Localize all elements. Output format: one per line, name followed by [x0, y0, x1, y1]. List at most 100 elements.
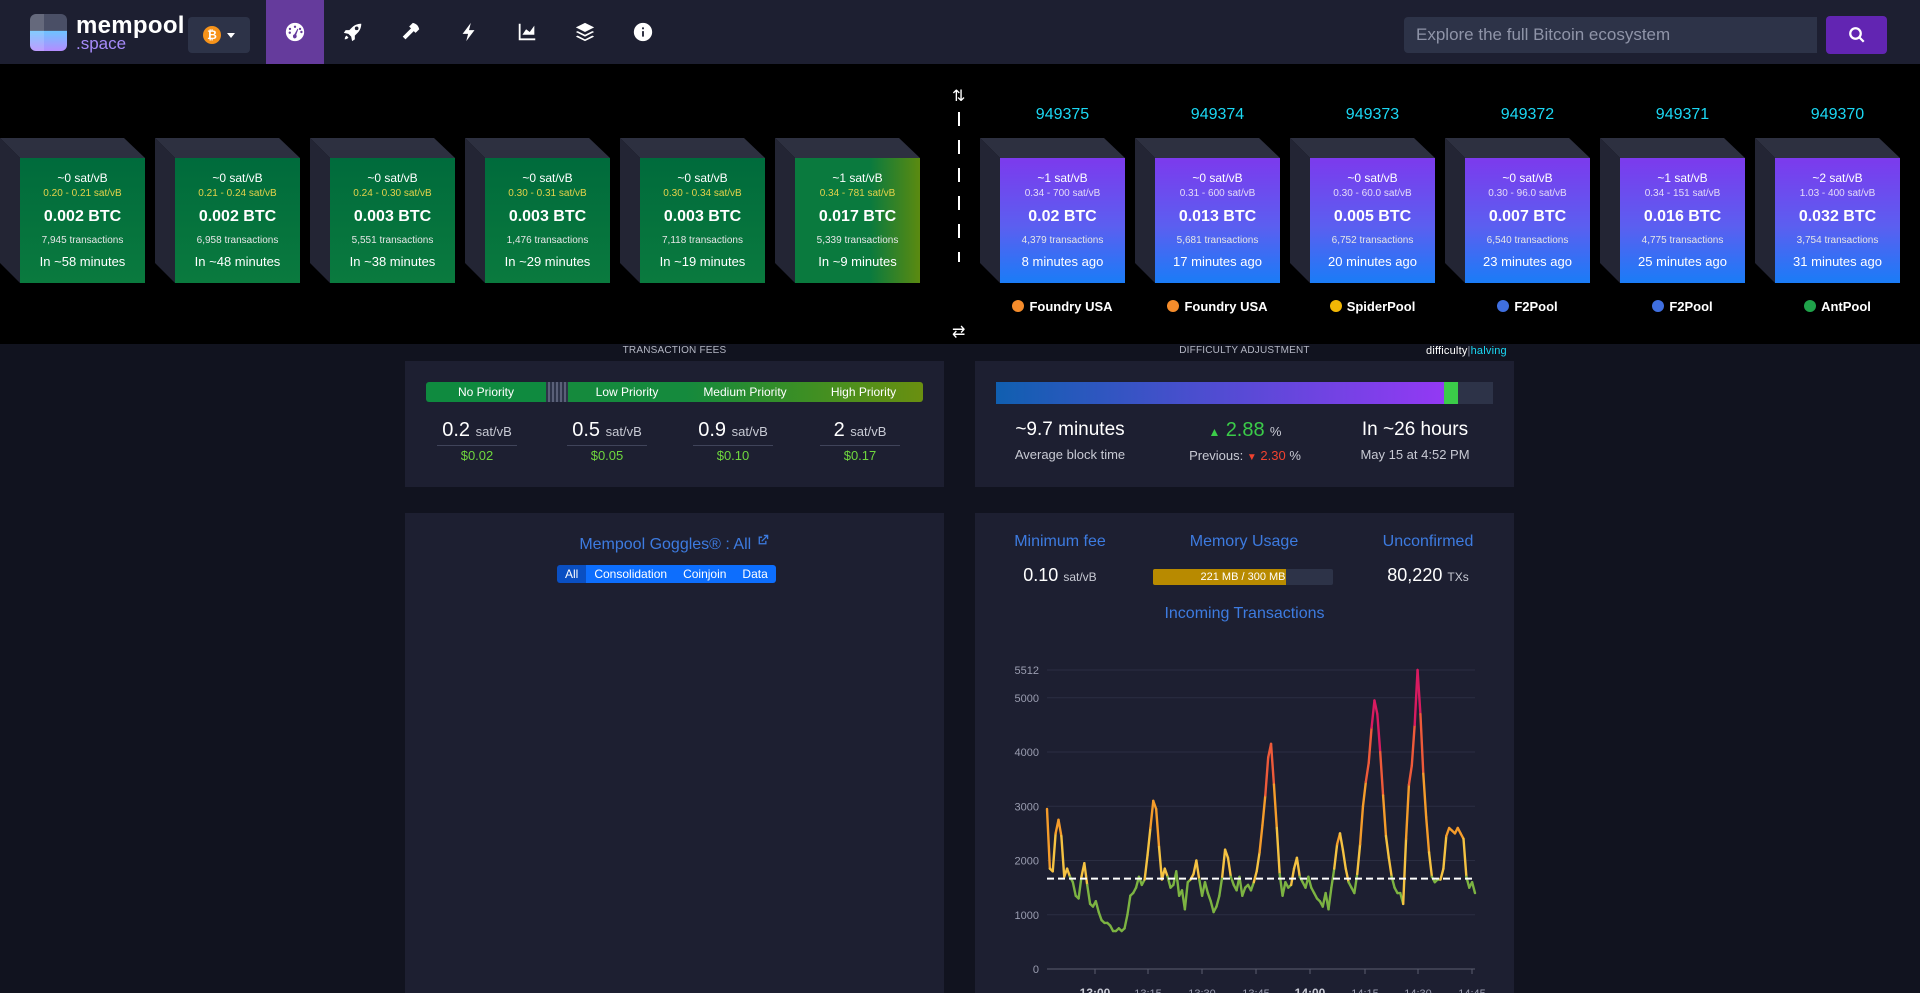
chart-series-segment — [1333, 843, 1339, 870]
chart-x-tick-label: 13:00 — [1080, 986, 1111, 993]
hammer-icon — [402, 22, 420, 40]
pool-name: Foundry USA — [1029, 299, 1113, 314]
previous-label: Previous: — [1189, 448, 1244, 463]
chart-series-segment — [1195, 859, 1201, 881]
chart-series-segment — [1379, 750, 1385, 797]
block-total-fees: 0.002 BTC — [43, 208, 122, 225]
chart-series-segment — [1356, 843, 1362, 876]
block-eta: In ~29 minutes — [504, 254, 591, 269]
nav-docs[interactable] — [556, 0, 614, 64]
chart-series-segment — [1154, 807, 1161, 849]
block-pool[interactable]: AntPool — [1775, 299, 1900, 314]
block-fee-range: 0.21 - 0.24 sat/vB — [198, 188, 277, 199]
block-fee-range: 0.34 - 781 sat/vB — [819, 188, 896, 199]
nav-about[interactable] — [614, 0, 672, 64]
confirmed-block[interactable]: ~0 sat/vB 0.30 - 60.0 sat/vB 0.005 BTC 6,75… — [1290, 138, 1435, 298]
memory-usage-bar: 221 MB / 300 MB — [1153, 569, 1333, 585]
mempool-block[interactable]: ~0 sat/vB 0.21 - 0.24 sat/vB 0.002 BTC 6,95… — [155, 138, 300, 298]
incoming-transactions-title: Incoming Transactions — [1164, 605, 1325, 622]
chart-series-segment — [1387, 856, 1393, 878]
block-height-link[interactable]: 949372 — [1500, 106, 1555, 123]
block-height-link[interactable]: 949375 — [1035, 106, 1090, 123]
mempool-block[interactable]: ~0 sat/vB 0.24 - 0.30 sat/vB 0.003 BTC 5,55… — [310, 138, 455, 298]
chart-series-segment — [1427, 851, 1434, 878]
difficulty-eta: In ~26 hours May 15 at 4:52 PM — [1330, 419, 1500, 462]
nav-accelerate[interactable] — [324, 0, 382, 64]
logo-subtext: .space — [76, 34, 127, 53]
block-height-link[interactable]: 949370 — [1810, 106, 1865, 123]
block-fee-range: 0.20 - 0.21 sat/vB — [43, 188, 122, 199]
filter-all[interactable]: All — [557, 565, 587, 583]
confirmed-block[interactable]: ~1 sat/vB 0.34 - 151 sat/vB 0.016 BTC 4,775… — [1600, 138, 1745, 298]
block-pool[interactable]: Foundry USA — [1155, 299, 1280, 314]
swap-horizontal-icon[interactable]: ⇄ — [952, 324, 966, 341]
block-pool[interactable]: Foundry USA — [1000, 299, 1125, 314]
chart-series-segment — [1269, 742, 1276, 786]
top-navbar: mempool .space ₿ — [0, 0, 1920, 64]
block-height-link[interactable]: 949373 — [1345, 106, 1400, 123]
unconfirmed-value: 80,220 TXs — [1343, 565, 1513, 586]
fee-value: 2 — [833, 419, 845, 441]
external-link-icon[interactable] — [756, 533, 770, 547]
chart-series-segment — [1327, 886, 1333, 911]
block-pool[interactable]: F2Pool — [1465, 299, 1590, 314]
search-button[interactable] — [1826, 16, 1887, 54]
swap-vertical-icon[interactable]: ⇅ — [952, 88, 966, 105]
block-total-fees: 0.013 BTC — [1178, 208, 1257, 225]
chart-series-segment — [1183, 881, 1189, 911]
block-tx-count: 4,379 transactions — [1021, 235, 1104, 246]
block-side-3d — [0, 138, 20, 283]
mempool-logo[interactable]: mempool .space — [30, 12, 184, 53]
chart-x-tick-label: 13:30 — [1188, 988, 1216, 993]
toggle-halving[interactable]: halving — [1470, 345, 1507, 357]
goggles-title[interactable]: Mempool Goggles® : All — [405, 533, 944, 554]
nav-dashboard[interactable] — [266, 0, 324, 64]
filter-data[interactable]: Data — [734, 565, 776, 583]
block-eta: In ~19 minutes — [659, 254, 746, 269]
filter-coinjoin[interactable]: Coinjoin — [675, 565, 735, 583]
block-height-link[interactable]: 949371 — [1655, 106, 1710, 123]
block-pool[interactable]: F2Pool — [1620, 299, 1745, 314]
mempool-block[interactable]: ~0 sat/vB 0.20 - 0.21 sat/vB 0.002 BTC 7,94… — [0, 138, 145, 298]
nav-graphs[interactable] — [498, 0, 556, 64]
nav-lightning[interactable] — [440, 0, 498, 64]
chart-series-segment — [1361, 780, 1368, 808]
min-fee-label: Minimum fee — [1014, 533, 1106, 550]
difficulty-eta-value: In ~26 hours — [1361, 419, 1469, 440]
previous-value: 2.30 — [1260, 448, 1286, 463]
block-total-fees: 0.02 BTC — [1028, 208, 1097, 225]
chart-series-segment — [1097, 910, 1103, 922]
block-height-link[interactable]: 949374 — [1190, 106, 1245, 123]
pool-name: F2Pool — [1669, 299, 1713, 314]
confirmed-block[interactable]: ~0 sat/vB 0.31 - 600 sat/vB 0.013 BTC 5,681… — [1135, 138, 1280, 298]
block-median-fee: ~0 sat/vB — [1192, 171, 1243, 185]
chart-series-segment — [1373, 699, 1379, 716]
nav-mining[interactable] — [382, 0, 440, 64]
confirmed-block[interactable]: ~2 sat/vB 1.03 - 400 sat/vB 0.032 BTC 3,754… — [1755, 138, 1900, 298]
filter-consolidation[interactable]: Consolidation — [586, 565, 676, 583]
network-selector[interactable]: ₿ — [188, 17, 250, 53]
block-tx-count: 5,551 transactions — [351, 235, 434, 246]
unconfirmed-label: Unconfirmed — [1382, 533, 1474, 550]
block-pool[interactable]: SpiderPool — [1310, 299, 1435, 314]
toggle-difficulty[interactable]: difficulty — [1426, 345, 1468, 357]
block-top-3d — [980, 138, 1125, 158]
avg-block-time: ~9.7 minutes Average block time — [985, 419, 1155, 462]
confirmed-block[interactable]: ~0 sat/vB 0.30 - 96.0 sat/vB 0.007 BTC 6,54… — [1445, 138, 1590, 298]
mempool-block[interactable]: ~1 sat/vB 0.34 - 781 sat/vB 0.017 BTC 5,339… — [775, 138, 920, 298]
chart-series-segment — [1071, 881, 1077, 897]
chart-series-segment — [1258, 824, 1264, 854]
chart-x-tick-label: 13:45 — [1242, 988, 1270, 993]
layers-icon — [575, 22, 595, 42]
difficulty-halving-toggle[interactable]: difficulty|halving — [1426, 345, 1516, 357]
mempool-block[interactable]: ~0 sat/vB 0.30 - 0.34 sat/vB 0.003 BTC 7,11… — [620, 138, 765, 298]
fee-label-low-priority: Low Priority — [568, 382, 686, 402]
fee-unit: sat/vB — [605, 424, 642, 439]
mempool-block[interactable]: ~0 sat/vB 0.30 - 0.31 sat/vB 0.003 BTC 1,47… — [465, 138, 610, 298]
search-input[interactable] — [1404, 17, 1817, 53]
block-tx-count: 1,476 transactions — [506, 235, 589, 246]
block-tx-count: 6,752 transactions — [1331, 235, 1414, 246]
pool-icon — [1012, 300, 1025, 312]
pool-name: F2Pool — [1514, 299, 1558, 314]
confirmed-block[interactable]: ~1 sat/vB 0.34 - 700 sat/vB 0.02 BTC 4,379 … — [980, 138, 1125, 298]
